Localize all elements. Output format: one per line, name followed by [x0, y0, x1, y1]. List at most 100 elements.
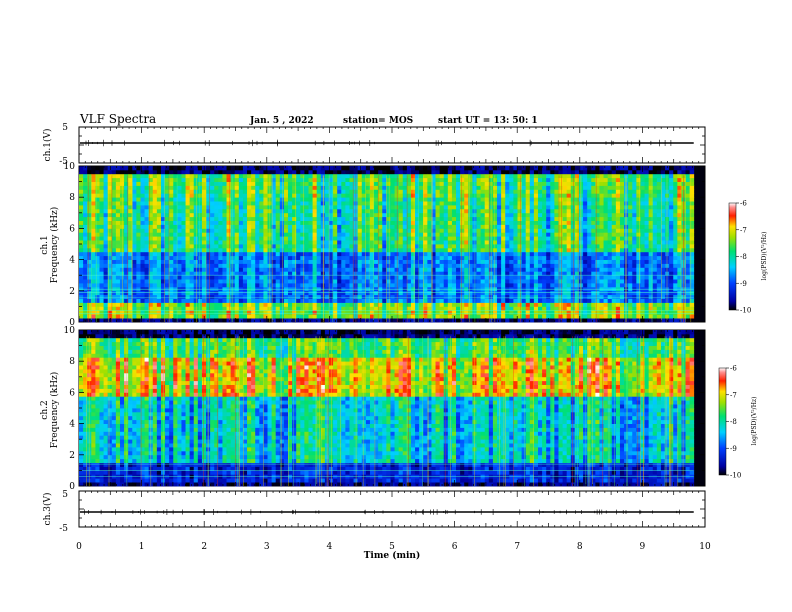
spectrogram-cell: [439, 201, 445, 206]
spectrogram-cell: [181, 310, 186, 315]
spectrogram-cell: [95, 232, 100, 237]
spectrogram-cell: [525, 181, 531, 186]
spectrogram-cell: [210, 212, 215, 218]
spectrogram-cell: [492, 185, 498, 190]
spectrogram-cell: [439, 314, 445, 319]
spectrogram-cell: [312, 185, 318, 190]
spectrogram-cell: [296, 314, 301, 319]
spectrogram-cell: [406, 263, 412, 268]
spectrogram-cell: [578, 283, 584, 288]
spectrogram-cell: [406, 173, 412, 179]
spectrogram-cell: [447, 255, 453, 260]
spectrogram-cell: [300, 244, 305, 249]
spectrogram-cell: [103, 201, 109, 206]
spectrogram-cell: [136, 298, 141, 303]
spectrogram-cell: [328, 208, 334, 214]
spectrogram-cell: [111, 290, 117, 296]
spectrogram-cell: [193, 169, 199, 175]
spectrogram-cell: [292, 279, 297, 284]
spectrogram-cell: [476, 177, 482, 182]
spectrogram-cell: [439, 267, 445, 272]
spectrogram-cell: [529, 294, 535, 299]
spectrogram-cell: [292, 290, 297, 296]
spectrogram-cell: [181, 224, 186, 229]
spectrogram-cell: [185, 208, 191, 214]
spectrogram-cell: [583, 306, 588, 311]
spectrogram-cell: [382, 189, 387, 194]
spectrogram-cell: [242, 208, 248, 214]
spectrogram-cell: [173, 185, 178, 190]
spectrogram-cell: [464, 201, 469, 206]
spectrogram-cell: [345, 306, 350, 311]
spectrogram-cell: [476, 244, 482, 249]
spectrogram-cell: [238, 185, 244, 190]
spectrogram-cell: [538, 271, 543, 276]
spectrogram-cell: [333, 212, 338, 218]
spectrogram-cell: [361, 279, 367, 284]
spectrogram-cell: [529, 173, 535, 179]
spectrogram-cell: [181, 294, 186, 299]
spectrogram-cell: [292, 306, 297, 311]
spectrogram-cell: [222, 255, 227, 260]
spectrogram-cell: [558, 290, 563, 296]
spectrogram-cell: [439, 181, 445, 186]
spectrogram-cell: [386, 318, 391, 323]
spectrogram-cell: [197, 247, 203, 253]
spectrogram-cell: [115, 205, 121, 210]
spectrogram-cell: [554, 166, 559, 171]
spectrogram-cell: [242, 212, 248, 218]
spectrogram-cell: [193, 224, 199, 229]
spectrogram-cell: [99, 298, 104, 303]
spectrogram-cell: [554, 169, 559, 175]
spectrogram-cell: [554, 267, 559, 272]
spectrogram-cell: [83, 193, 88, 198]
spectrogram-cell: [382, 228, 387, 233]
spectrogram-cell: [419, 259, 424, 264]
spectrogram-cell: [107, 318, 113, 323]
spectrogram-cell: [193, 177, 199, 182]
spectrogram-cell: [222, 294, 227, 299]
spectrogram-cell: [197, 271, 203, 276]
spectrogram-cell: [308, 259, 313, 264]
spectrogram-cell: [509, 302, 514, 307]
spectrogram-cell: [337, 251, 342, 257]
spectrogram-cell: [402, 263, 408, 268]
spectrogram-cell: [447, 185, 453, 190]
spectrogram-cell: [95, 228, 100, 233]
spectrogram-cell: [447, 224, 453, 229]
spectrogram-cell: [304, 166, 309, 171]
spectrogram-cell: [464, 173, 469, 179]
spectrogram-cell: [251, 166, 256, 171]
spectrogram-cell: [566, 236, 572, 241]
spectrogram-cell: [406, 298, 412, 303]
spectrogram-cell: [550, 236, 555, 241]
spectrogram-cell: [476, 208, 482, 214]
spectrogram-cell: [201, 283, 207, 288]
spectrogram-cell: [312, 205, 318, 210]
spectrogram-cell: [538, 298, 543, 303]
spectrogram-cell: [206, 283, 211, 288]
spectrogram-cell: [390, 169, 395, 175]
spectrogram-cell: [197, 279, 203, 284]
spectrogram-cell: [181, 279, 186, 284]
spectrogram-cell: [292, 267, 297, 272]
spectrogram-cell: [497, 251, 502, 257]
spectrogram-cell: [144, 201, 150, 206]
spectrogram-cell: [349, 205, 354, 210]
spectrogram-cell: [324, 275, 330, 280]
spectrogram-cell: [259, 189, 264, 194]
spectrogram-cell: [497, 216, 502, 221]
spectrogram-cell: [451, 216, 457, 221]
spectrogram-cell: [574, 318, 580, 323]
spectrogram-cell: [443, 228, 449, 233]
spectrogram-cell: [451, 220, 457, 225]
spectrogram-cell: [554, 193, 559, 198]
spectrogram-cell: [79, 185, 84, 190]
spectrogram-cell: [550, 302, 555, 307]
spectrogram-cell: [242, 294, 248, 299]
spectrogram-cell: [259, 205, 264, 210]
spectrogram-cell: [410, 205, 416, 210]
spectrogram-cell: [562, 294, 568, 299]
spectrogram-cell: [427, 247, 432, 253]
